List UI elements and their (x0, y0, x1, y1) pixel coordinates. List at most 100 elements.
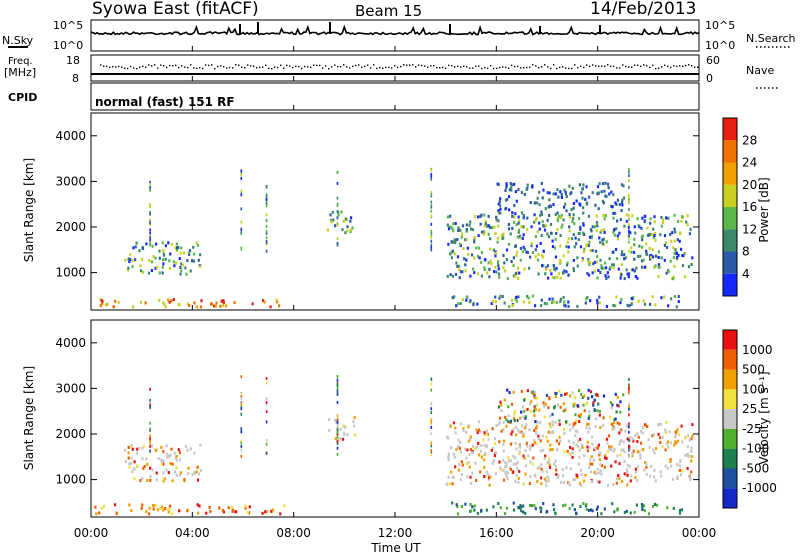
velocity-cell (517, 505, 520, 509)
power-cell (430, 245, 433, 249)
velocity-cell (667, 445, 670, 449)
power-cell (114, 299, 117, 303)
velocity-cell (482, 458, 486, 462)
power-cell (454, 222, 457, 225)
velocity-cell (480, 444, 483, 448)
velocity-cell (529, 402, 532, 406)
freq-label-line1: Freq. (8, 56, 33, 67)
velocity-cell (240, 441, 243, 445)
power-cell (497, 264, 500, 268)
power-cell (455, 261, 458, 265)
velocity-cell (514, 425, 518, 429)
velocity-cell (548, 457, 551, 461)
velocity-cell (640, 503, 644, 506)
velocity-cell (558, 419, 561, 423)
velocity-cell (124, 448, 127, 452)
power-cell (686, 223, 689, 227)
velocity-cell (507, 456, 510, 460)
velocity-cell (596, 505, 599, 509)
power-cell (574, 236, 577, 240)
velocity-cell (522, 415, 525, 419)
velocity-cell (572, 478, 575, 482)
velocity-cell (166, 452, 169, 456)
velocity-cell (547, 479, 550, 483)
power-cell (496, 236, 500, 240)
velocity-cell (628, 448, 630, 452)
power-cell (220, 299, 223, 303)
cpid-text: normal (fast) 151 RF (95, 95, 235, 109)
velocity-cell (482, 438, 485, 442)
power-cell (508, 242, 511, 246)
nave-dot (457, 65, 459, 67)
power-cell (477, 215, 480, 219)
power-cell (667, 216, 670, 220)
velocity-cell (535, 424, 538, 428)
velocity-cell (505, 465, 508, 469)
velocity-cell (580, 472, 583, 476)
power-cell (537, 253, 540, 257)
power-cell (449, 273, 452, 277)
power-cell (222, 303, 225, 307)
velocity-cell (231, 508, 234, 512)
velocity-cell (539, 510, 543, 514)
power-cell (670, 239, 673, 243)
colorbar-segment (723, 140, 737, 163)
velocity-cell (642, 448, 645, 451)
velocity-cell (598, 480, 601, 484)
velocity-cell (676, 463, 679, 466)
power-cell (502, 266, 505, 270)
power-cell (224, 304, 228, 308)
power-cell (497, 209, 500, 213)
nave-dot (685, 64, 687, 67)
velocity-cell (657, 432, 660, 436)
power-cell (240, 207, 243, 211)
power-cell (507, 227, 511, 231)
velocity-cell (684, 453, 687, 457)
power-cell (559, 297, 563, 301)
nave-dot (199, 67, 201, 69)
nave-dot (208, 64, 210, 67)
nave-dot (196, 67, 198, 69)
power-cell (581, 196, 584, 200)
velocity-cell (248, 505, 251, 509)
power-cell (513, 220, 516, 224)
velocity-cell (94, 505, 97, 509)
power-cell (496, 240, 499, 244)
velocity-cell (608, 447, 611, 451)
velocity-cell (336, 420, 339, 424)
power-cell (605, 277, 608, 280)
velocity-cell (149, 387, 151, 391)
power-cell (571, 220, 574, 223)
power-cell (498, 200, 501, 204)
velocity-cell (175, 473, 179, 477)
nave-dot (397, 66, 399, 69)
power-cell (161, 271, 164, 275)
velocity-cell (563, 450, 566, 454)
power-cell (659, 233, 662, 237)
velocity-cell (167, 471, 170, 475)
power-cell (495, 218, 498, 222)
power-cell (265, 231, 268, 235)
velocity-cell (603, 465, 606, 469)
nave-dot (535, 65, 537, 67)
power-cell (465, 298, 468, 302)
velocity-cell (336, 393, 339, 396)
nave-dot (496, 67, 498, 70)
nave-dot (343, 64, 345, 66)
power-cell (591, 271, 594, 275)
power-cell (567, 250, 570, 254)
power-cell (625, 219, 628, 223)
power-cell (488, 267, 491, 271)
velocity-cell (620, 428, 623, 432)
power-cell (562, 218, 565, 222)
power-cell (552, 192, 555, 196)
velocity-cell (639, 430, 643, 433)
power-cell (541, 196, 544, 200)
power-cell (589, 249, 592, 252)
power-cell (265, 193, 268, 197)
nave-tick-top: 60 (706, 54, 720, 67)
power-cell (139, 300, 143, 304)
velocity-cell (529, 444, 532, 448)
power-cell (678, 239, 681, 243)
velocity-cell (568, 423, 571, 427)
